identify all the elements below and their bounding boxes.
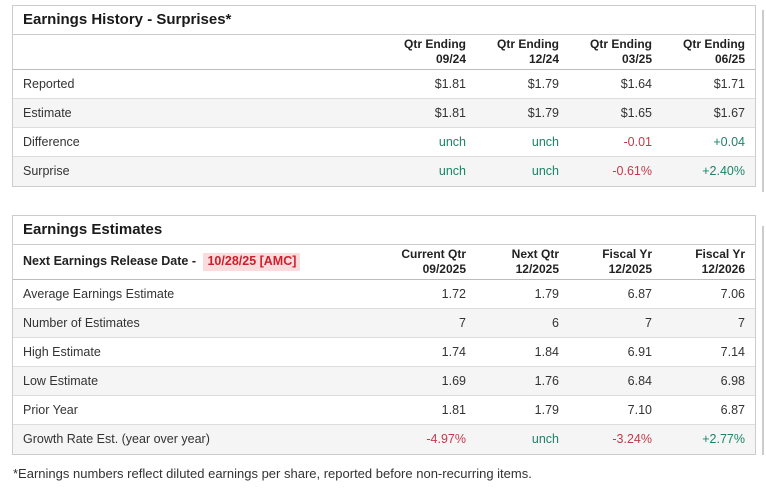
value-cell: 6.87 — [627, 287, 652, 301]
column-header-qtr-0924: Qtr Ending 09/24 — [383, 35, 476, 70]
value-cell: -3.24% — [569, 424, 662, 454]
value-cell: unch — [383, 127, 476, 157]
row-label: Prior Year — [13, 395, 383, 425]
table-row-reported: Reported $1.81 $1.79 $1.64 $1.71 — [13, 70, 755, 99]
table-row-prior-year: Prior Year 1.81 1.79 7.10 6.87 — [13, 395, 755, 425]
value-cell: 6.91 — [569, 337, 662, 367]
value-cell: unch — [476, 424, 569, 454]
value-cell: +2.40% — [662, 156, 755, 186]
value-cell: 1.69 — [383, 366, 476, 396]
value-cell: 6.98 — [662, 366, 755, 396]
earnings-history-title: Earnings History - Surprises* — [13, 6, 755, 35]
value-cell: 1.74 — [383, 337, 476, 367]
value-cell: 1.72 — [441, 287, 466, 301]
value-cell: $1.81 — [434, 77, 466, 91]
row-label: High Estimate — [13, 337, 383, 367]
value-cell: -0.01 — [569, 127, 662, 157]
next-earnings-release-cell: Next Earnings Release Date - 10/28/25 [A… — [13, 245, 383, 280]
earnings-estimates-panel: Earnings Estimates Next Earnings Release… — [12, 215, 756, 455]
earnings-estimates-header-row: Next Earnings Release Date - 10/28/25 [A… — [13, 245, 755, 280]
row-label: Difference — [13, 127, 383, 157]
row-label: Surprise — [13, 156, 383, 186]
value-cell: $1.64 — [620, 77, 652, 91]
value-cell: 7.06 — [720, 287, 745, 301]
table-row-low-estimate: Low Estimate 1.69 1.76 6.84 6.98 — [13, 366, 755, 396]
value-cell: 7 — [569, 308, 662, 338]
value-cell: 6.87 — [662, 395, 755, 425]
column-header-qtr-0325: Qtr Ending 03/25 — [569, 35, 662, 70]
row-label: Low Estimate — [13, 366, 383, 396]
column-header-fiscal-yr-2025: Fiscal Yr 12/2025 — [569, 245, 662, 280]
value-cell: 7.10 — [569, 395, 662, 425]
earnings-history-header-row: Qtr Ending 09/24 Qtr Ending 12/24 Qtr En… — [13, 35, 755, 70]
value-cell: -0.61% — [569, 156, 662, 186]
empty-header-cell — [13, 35, 383, 70]
table-row-estimate: Estimate $1.81 $1.79 $1.65 $1.67 — [13, 98, 755, 128]
value-cell: 1.79 — [534, 287, 559, 301]
table-row-high-estimate: High Estimate 1.74 1.84 6.91 7.14 — [13, 337, 755, 367]
column-header-next-qtr: Next Qtr 12/2025 — [476, 245, 569, 280]
earnings-footnote: *Earnings numbers reflect diluted earnin… — [13, 466, 532, 481]
table-row-surprise: Surprise unch unch -0.61% +2.40% — [13, 156, 755, 186]
earnings-estimates-table: Next Earnings Release Date - 10/28/25 [A… — [13, 245, 755, 454]
value-cell: unch — [476, 156, 569, 186]
value-cell: $1.79 — [476, 98, 569, 128]
value-cell: unch — [383, 156, 476, 186]
row-label: Number of Estimates — [13, 308, 383, 338]
row-label: Average Earnings Estimate — [23, 287, 175, 301]
value-cell: 6 — [476, 308, 569, 338]
column-header-qtr-0625: Qtr Ending 06/25 — [662, 35, 755, 70]
row-label: Reported — [23, 77, 75, 91]
value-cell: unch — [476, 127, 569, 157]
value-cell: $1.81 — [383, 98, 476, 128]
value-cell: 7.14 — [662, 337, 755, 367]
table-row-growth-rate-est: Growth Rate Est. (year over year) -4.97%… — [13, 424, 755, 454]
earnings-history-table: Qtr Ending 09/24 Qtr Ending 12/24 Qtr En… — [13, 35, 755, 186]
value-cell: 1.84 — [476, 337, 569, 367]
value-cell: $1.79 — [527, 77, 559, 91]
table-row-average-earnings-estimate: Average Earnings Estimate 1.72 1.79 6.87… — [13, 280, 755, 309]
earnings-estimates-title: Earnings Estimates — [13, 216, 755, 245]
row-label: Growth Rate Est. (year over year) — [13, 424, 383, 454]
next-earnings-release-label: Next Earnings Release Date - — [23, 254, 196, 269]
value-cell: -4.97% — [383, 424, 476, 454]
column-header-current-qtr: Current Qtr 09/2025 — [383, 245, 476, 280]
value-cell: 1.76 — [476, 366, 569, 396]
value-cell: +0.04 — [662, 127, 755, 157]
earnings-history-panel: Earnings History - Surprises* Qtr Ending… — [12, 5, 756, 187]
column-header-qtr-1224: Qtr Ending 12/24 — [476, 35, 569, 70]
value-cell: 1.81 — [383, 395, 476, 425]
column-header-fiscal-yr-2026: Fiscal Yr 12/2026 — [662, 245, 755, 280]
value-cell: 1.79 — [476, 395, 569, 425]
value-cell: $1.65 — [569, 98, 662, 128]
value-cell: +2.77% — [662, 424, 755, 454]
row-label: Estimate — [13, 98, 383, 128]
table-row-difference: Difference unch unch -0.01 +0.04 — [13, 127, 755, 157]
adjacent-panel-edge-bottom — [762, 226, 764, 455]
value-cell: 7 — [383, 308, 476, 338]
value-cell: $1.67 — [662, 98, 755, 128]
adjacent-panel-edge-top — [762, 10, 764, 192]
next-earnings-release-date-badge: 10/28/25 [AMC] — [203, 253, 301, 271]
value-cell: 6.84 — [569, 366, 662, 396]
table-row-number-of-estimates: Number of Estimates 7 6 7 7 — [13, 308, 755, 338]
value-cell: 7 — [662, 308, 755, 338]
value-cell: $1.71 — [713, 77, 745, 91]
